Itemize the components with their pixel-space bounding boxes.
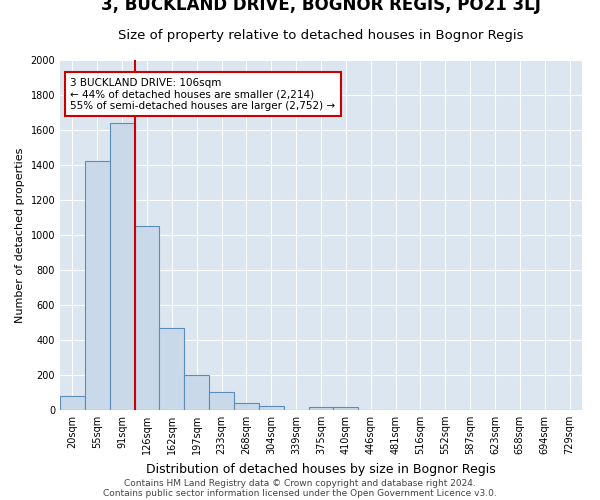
Text: 3 BUCKLAND DRIVE: 106sqm
← 44% of detached houses are smaller (2,214)
55% of sem: 3 BUCKLAND DRIVE: 106sqm ← 44% of detach… <box>70 78 335 110</box>
Bar <box>134 226 160 410</box>
Text: 3, BUCKLAND DRIVE, BOGNOR REGIS, PO21 3LJ: 3, BUCKLAND DRIVE, BOGNOR REGIS, PO21 3L… <box>101 0 541 14</box>
Bar <box>209 392 234 410</box>
Bar <box>60 396 85 410</box>
X-axis label: Distribution of detached houses by size in Bognor Regis: Distribution of detached houses by size … <box>146 462 496 475</box>
Bar <box>234 403 259 410</box>
Bar <box>308 406 334 410</box>
Bar <box>334 408 358 410</box>
Bar <box>110 123 134 410</box>
Text: Contains HM Land Registry data © Crown copyright and database right 2024.: Contains HM Land Registry data © Crown c… <box>124 478 476 488</box>
Bar <box>184 375 209 410</box>
Text: Size of property relative to detached houses in Bognor Regis: Size of property relative to detached ho… <box>118 30 524 43</box>
Y-axis label: Number of detached properties: Number of detached properties <box>15 148 25 322</box>
Bar <box>85 162 110 410</box>
Bar <box>259 406 284 410</box>
Text: Contains public sector information licensed under the Open Government Licence v3: Contains public sector information licen… <box>103 488 497 498</box>
Bar <box>160 328 184 410</box>
